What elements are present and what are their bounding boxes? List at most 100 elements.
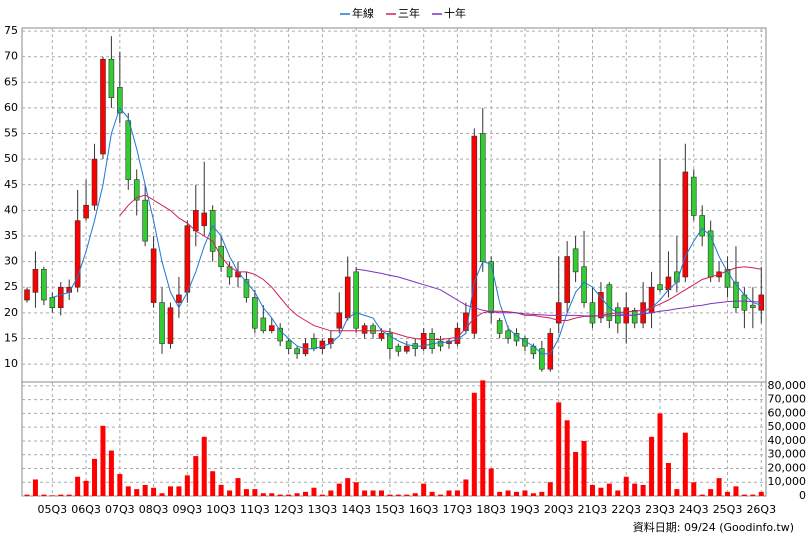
volume-bar [691, 482, 697, 496]
volume-bar [235, 478, 241, 496]
x-tick-label: 22Q3 [611, 503, 641, 516]
y-tick-label: 35 [4, 229, 18, 242]
x-tick-label: 12Q3 [274, 503, 304, 516]
volume-bar [100, 425, 106, 496]
candle-body [733, 281, 739, 309]
volume-bar [167, 486, 173, 496]
candle-body [395, 345, 402, 352]
x-tick-label: 15Q3 [375, 503, 405, 516]
volume-bar [463, 479, 469, 496]
volume-bar [699, 494, 705, 496]
volume-bar [480, 380, 486, 496]
volume-tick-label: 0 [799, 489, 806, 502]
candle-body [564, 256, 570, 303]
volume-bar [269, 493, 275, 496]
x-tick-label: 18Q3 [476, 503, 506, 516]
volume-bar [471, 392, 477, 496]
volume-bar [454, 490, 460, 496]
x-tick-label: 06Q3 [71, 503, 101, 516]
candle-body [285, 340, 292, 350]
candle-body [159, 302, 165, 344]
volume-bar [758, 491, 764, 496]
candle-body [277, 327, 284, 342]
volume-bar [286, 494, 292, 496]
volume-bar [125, 486, 131, 496]
volume-bar [598, 487, 604, 496]
volume-bar [353, 482, 359, 496]
legend-label: 年線 [352, 6, 374, 20]
candle-body [539, 348, 545, 370]
volume-bar [336, 483, 342, 496]
volume-bar [573, 451, 579, 496]
volume-bar [387, 494, 393, 496]
candle-body [252, 297, 258, 329]
y-tick-label: 45 [4, 178, 18, 191]
volume-bar [260, 493, 266, 496]
y-tick-label: 20 [4, 306, 18, 319]
candle-body [108, 58, 115, 98]
volume-bar [243, 489, 249, 496]
ma-line [52, 106, 762, 355]
candle-body [24, 289, 30, 301]
candle-body [488, 261, 495, 314]
y-tick-label: 30 [4, 255, 18, 268]
candle-body [268, 325, 275, 332]
y-tick-label: 15 [4, 331, 18, 344]
candle-body [243, 279, 250, 298]
candle-body [74, 220, 81, 288]
volume-bar [210, 471, 216, 496]
candle-body [699, 215, 706, 237]
candle-body [193, 210, 199, 232]
volume-bar [649, 436, 655, 496]
x-tick-label: 14Q3 [341, 503, 371, 516]
volume-bar [725, 491, 731, 496]
volume-bar [176, 486, 182, 496]
candle-body [91, 158, 98, 206]
candle-body [690, 176, 697, 216]
y-tick-label: 75 [4, 24, 18, 37]
candle-body [370, 325, 376, 334]
x-tick-label: 08Q3 [139, 503, 169, 516]
candle-body [505, 330, 511, 339]
volume-bar [623, 476, 629, 496]
candle-body [429, 333, 435, 350]
candle-body [167, 307, 174, 344]
candle-body [125, 120, 132, 180]
volume-bar [421, 483, 427, 496]
volume-bar [159, 493, 165, 496]
volume-tick-label: 30,000 [768, 448, 807, 461]
volume-bar [142, 484, 148, 496]
candle-body [403, 345, 410, 352]
volume-tick-label: 60,000 [768, 406, 807, 419]
candle-body [707, 230, 714, 278]
candle-body [353, 271, 359, 329]
volume-bar [438, 494, 444, 496]
source-note: 資料日期: 09/24 (Goodinfo.tw) [633, 520, 794, 534]
volume-bar [24, 494, 30, 496]
volume-bar [522, 490, 528, 496]
candle-body [336, 312, 343, 329]
candle-body [117, 87, 123, 114]
volume-bar [404, 494, 410, 496]
volume-bar [733, 486, 739, 496]
volume-bar [539, 491, 545, 496]
volume-bar [581, 440, 587, 496]
volume-bar [345, 478, 351, 496]
volume-bar [58, 494, 64, 496]
volume-bar [294, 493, 300, 496]
y-tick-label: 70 [4, 50, 18, 63]
volume-bar [193, 456, 199, 496]
candle-body [479, 133, 486, 262]
candle-body [142, 199, 148, 242]
volume-bar [446, 490, 452, 496]
volume-bar [184, 475, 190, 496]
volume-bar [134, 489, 140, 496]
candle-body [631, 309, 638, 324]
volume-bar [151, 487, 157, 496]
candle-body [378, 333, 385, 339]
candle-body [311, 338, 317, 350]
volume-bar [49, 495, 55, 496]
legend-label: 三年 [398, 6, 420, 20]
volume-bar [615, 490, 621, 496]
volume-bar [488, 468, 494, 496]
